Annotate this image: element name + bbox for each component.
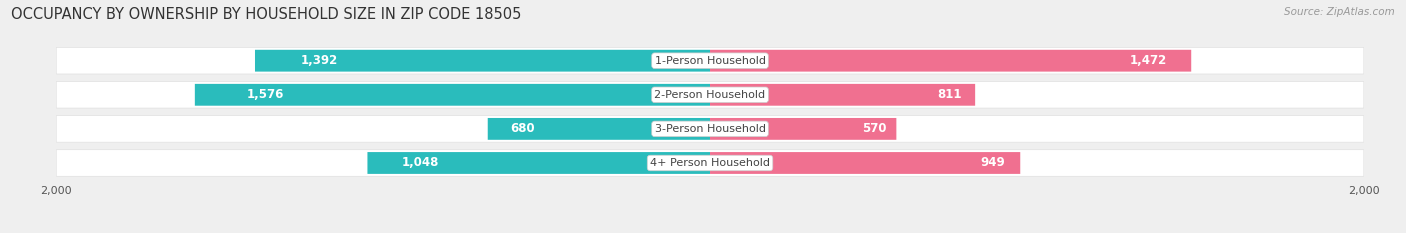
- FancyBboxPatch shape: [56, 116, 1364, 142]
- Text: 811: 811: [938, 88, 962, 101]
- FancyBboxPatch shape: [367, 152, 710, 174]
- FancyBboxPatch shape: [56, 47, 1364, 74]
- FancyBboxPatch shape: [710, 84, 976, 106]
- FancyBboxPatch shape: [195, 84, 710, 106]
- FancyBboxPatch shape: [488, 118, 710, 140]
- Text: 949: 949: [980, 157, 1005, 169]
- Text: 680: 680: [510, 122, 534, 135]
- Text: 1,048: 1,048: [402, 157, 439, 169]
- Text: 1,472: 1,472: [1130, 54, 1167, 67]
- FancyBboxPatch shape: [56, 150, 1364, 176]
- FancyBboxPatch shape: [710, 118, 897, 140]
- Text: 1,576: 1,576: [246, 88, 284, 101]
- FancyBboxPatch shape: [56, 82, 1364, 108]
- Text: 570: 570: [862, 122, 887, 135]
- Text: 3-Person Household: 3-Person Household: [655, 124, 765, 134]
- Text: 2-Person Household: 2-Person Household: [654, 90, 766, 100]
- Text: Source: ZipAtlas.com: Source: ZipAtlas.com: [1284, 7, 1395, 17]
- FancyBboxPatch shape: [254, 50, 710, 72]
- Text: OCCUPANCY BY OWNERSHIP BY HOUSEHOLD SIZE IN ZIP CODE 18505: OCCUPANCY BY OWNERSHIP BY HOUSEHOLD SIZE…: [11, 7, 522, 22]
- Text: 1-Person Household: 1-Person Household: [655, 56, 765, 66]
- FancyBboxPatch shape: [710, 50, 1191, 72]
- FancyBboxPatch shape: [710, 152, 1021, 174]
- Text: 1,392: 1,392: [301, 54, 337, 67]
- Text: 4+ Person Household: 4+ Person Household: [650, 158, 770, 168]
